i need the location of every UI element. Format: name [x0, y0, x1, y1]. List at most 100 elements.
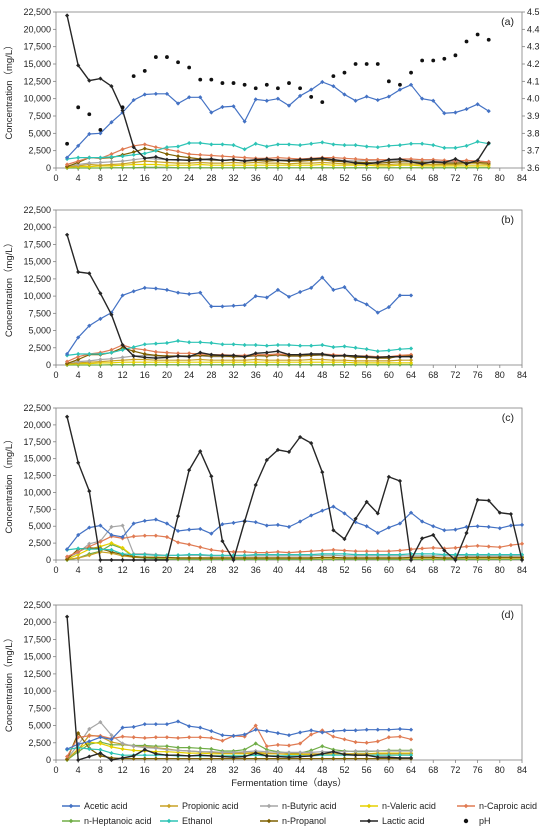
- data-point-acetic: [353, 297, 358, 302]
- data-point-propanol: [309, 555, 314, 561]
- data-point-propanol: [209, 555, 214, 561]
- data-point-heptanoic: [164, 744, 170, 749]
- data-point-lactic: [364, 161, 369, 166]
- data-point-caproic: [64, 359, 70, 364]
- data-point-valeric: [109, 744, 114, 750]
- data-point-acetic: [364, 302, 369, 307]
- data-point-acetic: [286, 733, 292, 738]
- data-point-propanol: [187, 555, 192, 561]
- data-point-heptanoic: [264, 362, 269, 367]
- data-point-heptanoic: [231, 165, 236, 170]
- x-tick-label: 56: [362, 370, 372, 380]
- data-point-propionic: [109, 162, 114, 167]
- data-point-ethanol: [142, 342, 147, 347]
- data-point-ethanol: [386, 552, 391, 557]
- data-point-acetic: [76, 335, 81, 340]
- data-point-propanol: [142, 555, 147, 560]
- data-point-propanol: [320, 555, 325, 560]
- data-point-butyric: [309, 750, 314, 755]
- data-point-caproic: [153, 349, 158, 355]
- data-point-ethanol: [264, 552, 269, 557]
- data-point-propionic: [364, 358, 369, 363]
- data-point-acetic: [175, 101, 181, 106]
- data-point-ph: [165, 55, 169, 59]
- data-point-propionic: [131, 160, 136, 165]
- data-point-acetic: [220, 104, 225, 110]
- y-tick-label: 15,000: [23, 454, 51, 464]
- data-point-acetic: [220, 304, 225, 309]
- data-point-acetic: [64, 351, 70, 357]
- y-tick-label: 7,500: [28, 308, 51, 318]
- data-point-lactic: [297, 434, 303, 440]
- legend-marker: [266, 818, 272, 824]
- x-tick-label: 44: [295, 565, 305, 575]
- data-point-butyric: [275, 750, 281, 755]
- y-tick-label: 20,000: [23, 617, 51, 627]
- y-tick-label: 22,500: [23, 600, 51, 610]
- data-point-propionic: [220, 161, 225, 166]
- data-point-acetic: [364, 727, 369, 732]
- data-point-acetic: [408, 727, 414, 732]
- series-ethanol: [64, 338, 414, 358]
- data-point-acetic: [98, 316, 103, 321]
- data-point-caproic: [175, 540, 181, 545]
- data-point-butyric: [297, 750, 303, 755]
- data-point-propanol: [364, 756, 369, 761]
- data-point-acetic: [297, 289, 303, 295]
- legend-item-ethanol: Ethanol: [160, 816, 213, 826]
- data-point-propionic: [109, 739, 114, 745]
- data-point-ph: [176, 60, 180, 65]
- data-point-acetic: [386, 727, 391, 732]
- data-point-ph: [264, 82, 269, 87]
- data-point-butyric: [98, 357, 103, 362]
- data-point-acetic: [364, 94, 369, 99]
- data-point-propanol: [486, 555, 491, 560]
- x-tick-label: 20: [162, 173, 172, 183]
- data-point-heptanoic: [220, 165, 225, 170]
- x-tick-label: 16: [140, 765, 150, 775]
- data-point-ethanol: [386, 143, 391, 148]
- x-tick-label: 52: [339, 370, 349, 380]
- data-point-ethanol: [464, 143, 469, 148]
- data-point-ethanol: [76, 351, 81, 357]
- data-point-propanol: [76, 357, 81, 362]
- legend-item-butyric: n-Butyric acid: [260, 801, 337, 811]
- data-point-lactic: [431, 532, 436, 538]
- data-point-ethanol: [231, 143, 236, 148]
- data-point-propionic: [242, 358, 247, 363]
- y-tick-label: 10,000: [23, 291, 51, 301]
- x-tick-label: 64: [406, 173, 416, 183]
- data-point-propionic: [320, 357, 325, 362]
- x-tick-label: 68: [428, 173, 438, 183]
- x-tick-label: 72: [450, 765, 460, 775]
- data-point-propionic: [286, 161, 292, 166]
- data-point-propanol: [175, 154, 181, 159]
- y-tick-label: 20,000: [23, 420, 51, 430]
- data-point-lactic: [209, 753, 214, 758]
- data-point-acetic: [331, 728, 336, 734]
- data-point-acetic: [142, 285, 147, 290]
- data-point-caproic: [497, 545, 502, 550]
- data-point-lactic: [331, 157, 336, 162]
- data-point-lactic: [408, 557, 414, 563]
- legend-marker: [463, 803, 469, 809]
- data-point-propanol: [286, 555, 292, 561]
- x-tick-label: 8: [98, 565, 103, 575]
- data-point-caproic: [209, 547, 214, 552]
- data-point-caproic: [220, 549, 225, 554]
- data-point-ethanol: [297, 143, 303, 148]
- data-point-propionic: [187, 161, 192, 166]
- data-point-heptanoic: [286, 165, 292, 170]
- data-point-lactic: [109, 757, 114, 763]
- data-point-acetic: [253, 97, 258, 102]
- data-point-ethanol: [331, 551, 336, 557]
- data-point-caproic: [175, 149, 181, 154]
- data-point-acetic: [408, 293, 414, 298]
- data-point-propionic: [286, 358, 292, 363]
- data-point-lactic: [131, 557, 136, 563]
- panel-d: 0 2,500 5,000 7,500 10,000 12,500 15,000 17,500…: [3, 600, 527, 775]
- data-point-acetic: [253, 727, 258, 732]
- data-point-propionic: [231, 160, 236, 165]
- data-point-caproic: [375, 549, 380, 554]
- data-point-lactic: [76, 757, 81, 763]
